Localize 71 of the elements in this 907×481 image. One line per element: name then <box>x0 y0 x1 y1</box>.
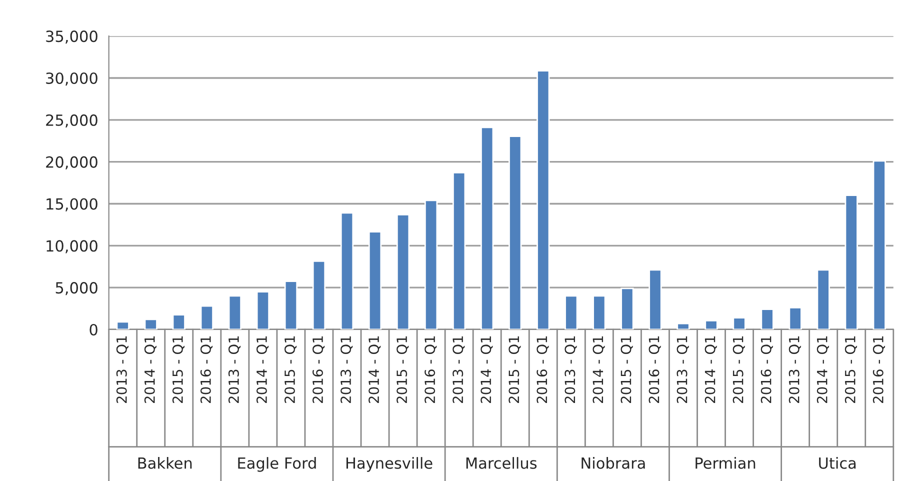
y-tick-label: 20,000 <box>46 156 98 170</box>
bar <box>564 295 578 330</box>
y-tick-label: 30,000 <box>46 72 98 86</box>
x-tick-label: 2016 - Q1 <box>312 336 325 403</box>
x-tick-label: 2013 - Q1 <box>676 336 689 403</box>
text: Haynesville <box>346 457 432 472</box>
bar <box>844 194 858 330</box>
x-tick-label: 2015 - Q1 <box>732 336 745 403</box>
x-tick-label: 2014 - Q1 <box>256 336 269 403</box>
bar <box>172 314 186 330</box>
bar <box>816 269 830 330</box>
x-tick-label: 2015 - Q1 <box>284 336 297 403</box>
x-tick-label: 2016 - Q1 <box>424 336 437 403</box>
bar <box>732 317 746 330</box>
x-tick-label: 2014 - Q1 <box>704 336 717 403</box>
x-tick-label: 2016 - Q1 <box>648 336 661 403</box>
bar <box>396 214 410 330</box>
bar <box>200 305 214 330</box>
x-tick-label: 2013 - Q1 <box>228 336 241 403</box>
x-tick-label: 2016 - Q1 <box>872 336 886 403</box>
text: Niobrara <box>582 457 645 469</box>
bar <box>872 160 886 330</box>
x-tick-label: 2015 - Q1 <box>508 336 521 403</box>
bar <box>620 288 634 330</box>
bar <box>284 280 298 330</box>
y-tick-label: 0 <box>90 324 98 336</box>
bar <box>592 295 606 330</box>
bar <box>256 291 270 330</box>
y-tick-label: 10,000 <box>46 240 98 254</box>
text: Eagle Ford <box>238 457 316 472</box>
x-tick-label: 2013 - Q1 <box>564 336 577 403</box>
bar <box>312 260 326 330</box>
x-tick-label: 2014 - Q1 <box>592 336 605 403</box>
y-tick-label: 35,000 <box>46 30 98 44</box>
text: Bakken <box>138 457 192 469</box>
bar <box>452 172 466 330</box>
x-tick-label: 2013 - Q1 <box>116 336 128 403</box>
x-tick-label: 2016 - Q1 <box>536 336 549 403</box>
text: Marcellus <box>466 457 537 469</box>
bar <box>424 200 438 330</box>
x-tick-label: 2013 - Q1 <box>340 336 353 403</box>
text: Utica <box>819 457 856 469</box>
bar <box>144 318 158 330</box>
bar <box>508 136 522 330</box>
bar <box>228 295 242 330</box>
x-tick-label: 2014 - Q1 <box>816 336 829 403</box>
bar <box>340 212 354 330</box>
bar <box>760 308 774 330</box>
x-tick-label: 2016 - Q1 <box>200 336 213 403</box>
bar <box>116 321 130 330</box>
x-tick-label: 2015 - Q1 <box>844 336 857 403</box>
y-tick-label: 5,000 <box>56 282 98 296</box>
bar <box>368 231 382 330</box>
bar <box>704 320 718 330</box>
x-tick-label: 2016 - Q1 <box>760 336 773 403</box>
y-tick-label: 25,000 <box>46 114 98 128</box>
bar <box>788 306 802 330</box>
text: Permian <box>696 457 756 469</box>
x-tick-label: 2014 - Q1 <box>144 336 156 403</box>
bar <box>648 269 662 330</box>
x-tick-label: 2015 - Q1 <box>620 336 633 403</box>
y-tick-label: 15,000 <box>46 198 98 212</box>
bar <box>480 126 494 330</box>
x-tick-label: 2013 - Q1 <box>788 336 801 403</box>
x-tick-label: 2015 - Q1 <box>172 336 185 403</box>
x-tick-label: 2014 - Q1 <box>480 336 493 403</box>
x-tick-label: 2014 - Q1 <box>368 336 381 403</box>
bar <box>676 322 690 330</box>
x-tick-label: 2015 - Q1 <box>396 336 409 403</box>
bar <box>536 70 550 330</box>
x-tick-label: 2013 - Q1 <box>452 336 465 403</box>
